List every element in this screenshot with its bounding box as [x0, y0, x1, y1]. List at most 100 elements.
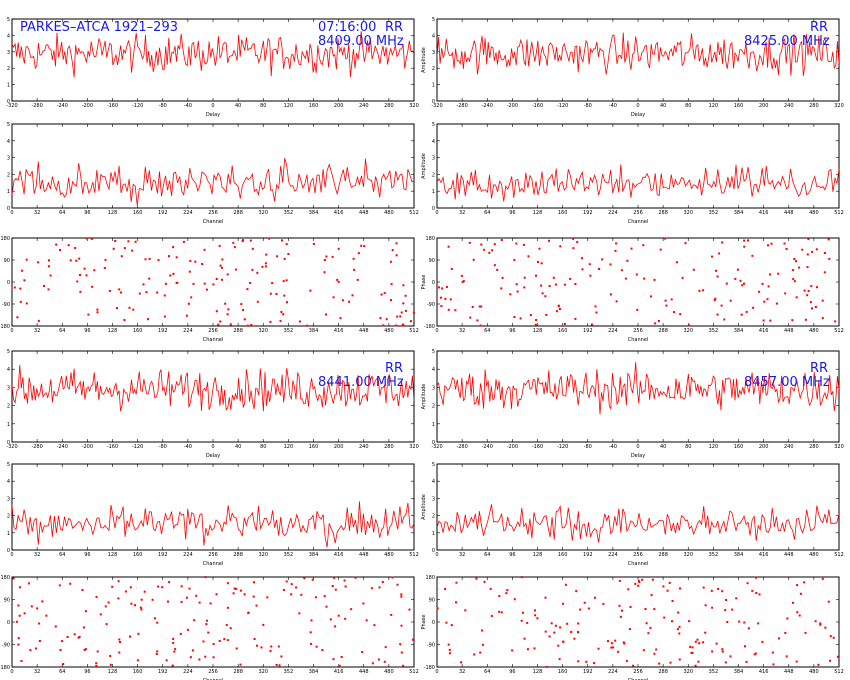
x-tick-label: 288 [658, 210, 668, 216]
phase-point [729, 655, 732, 658]
phase-point [590, 323, 593, 326]
phase-point [105, 623, 108, 626]
phase-point [156, 621, 159, 624]
phase-point [79, 290, 82, 293]
phase-point [250, 323, 253, 326]
phase-point [95, 662, 98, 665]
phase-point [148, 277, 151, 280]
source-label: PARKES–ATCA 1921–293 [20, 20, 178, 35]
x-tick-label: 256 [633, 552, 643, 558]
phase-point [365, 619, 368, 622]
phase-point [654, 322, 657, 325]
trace-line [12, 31, 414, 78]
phase-point [558, 658, 561, 661]
panel-b1-phase: 0 32 64 96 128 160 192 224 256 288 320 352 384 416 448… [0, 236, 419, 343]
phase-point [104, 258, 107, 261]
x-tick-label: 120 [284, 444, 294, 450]
phase-point [325, 313, 327, 316]
phase-point [744, 645, 746, 648]
phase-point [275, 293, 278, 295]
phase-point [282, 280, 285, 283]
phase-point [168, 255, 170, 258]
phase-point [45, 614, 48, 617]
phase-point [262, 623, 265, 626]
phase-point [721, 241, 724, 244]
phase-point [745, 310, 748, 313]
phase-point [496, 268, 499, 271]
phase-point [408, 608, 411, 611]
phase-point [557, 304, 560, 307]
x-tick-label: 320 [834, 103, 844, 109]
x-tick-label: 384 [734, 669, 744, 675]
x-tick-label: 160 [309, 103, 319, 109]
phase-point [821, 299, 824, 302]
x-tick-label: 320 [683, 210, 693, 216]
phase-point [754, 652, 757, 655]
phase-point [829, 635, 832, 638]
x-tick-label: 64 [59, 328, 65, 334]
x-tick-label: 240 [359, 103, 369, 109]
x-tick-label: 0 [636, 444, 639, 450]
phase-point [624, 277, 627, 280]
phase-point [541, 292, 544, 295]
phase-point [796, 611, 799, 614]
phase-point [49, 274, 52, 277]
phase-point [219, 264, 222, 267]
phase-point [402, 284, 405, 287]
x-tick-label: 192 [583, 669, 593, 675]
phase-point [17, 604, 20, 607]
x-tick-label: 96 [509, 210, 515, 216]
x-tick-label: 256 [208, 328, 218, 334]
phase-point [540, 284, 543, 287]
panel-frame [436, 463, 840, 551]
phase-point [264, 262, 267, 265]
phase-point [769, 273, 771, 276]
phase-point [711, 650, 714, 653]
phase-point [385, 318, 388, 321]
phase-point [78, 257, 81, 260]
phase-point [331, 255, 334, 258]
phase-point [771, 651, 774, 654]
trace-line [437, 32, 839, 77]
y-tick-label: 3 [432, 156, 435, 162]
phase-point [123, 319, 126, 321]
x-tick-label: 96 [84, 552, 90, 558]
phase-point [653, 278, 656, 281]
phase-point [107, 601, 110, 604]
phase-point [609, 293, 612, 296]
x-axis-label: Channel [203, 337, 224, 343]
phase-point [440, 305, 443, 308]
x-tick-label: -40 [184, 444, 192, 450]
phase-point [119, 641, 121, 643]
phase-point [391, 249, 394, 252]
phase-point [191, 649, 194, 652]
phase-point [638, 581, 641, 584]
y-tick-label: 2 [432, 404, 435, 410]
phase-point [281, 239, 283, 242]
phase-point [643, 277, 646, 280]
phase-point [770, 242, 773, 245]
y-tick-label: 4 [7, 367, 10, 373]
x-tick-label: 64 [59, 669, 65, 675]
phase-point [500, 287, 503, 290]
phase-point [321, 649, 324, 651]
x-tick-label: -120 [132, 103, 143, 109]
y-tick-label: 5 [432, 17, 435, 23]
x-tick-label: 224 [183, 210, 193, 216]
phase-point [819, 623, 822, 626]
phase-point [171, 664, 174, 667]
phase-point [325, 605, 328, 608]
x-tick-label: 448 [359, 328, 369, 334]
phase-point [38, 640, 41, 642]
phase-point [136, 659, 139, 662]
phase-point [399, 315, 402, 318]
pol-label-2: RR [810, 20, 828, 35]
phase-point [576, 241, 579, 244]
x-tick-label: 240 [784, 444, 794, 450]
x-tick-label: 96 [509, 328, 515, 334]
phase-point [67, 244, 70, 247]
phase-point [188, 270, 191, 273]
phase-point [203, 282, 206, 285]
phase-point [562, 640, 565, 643]
